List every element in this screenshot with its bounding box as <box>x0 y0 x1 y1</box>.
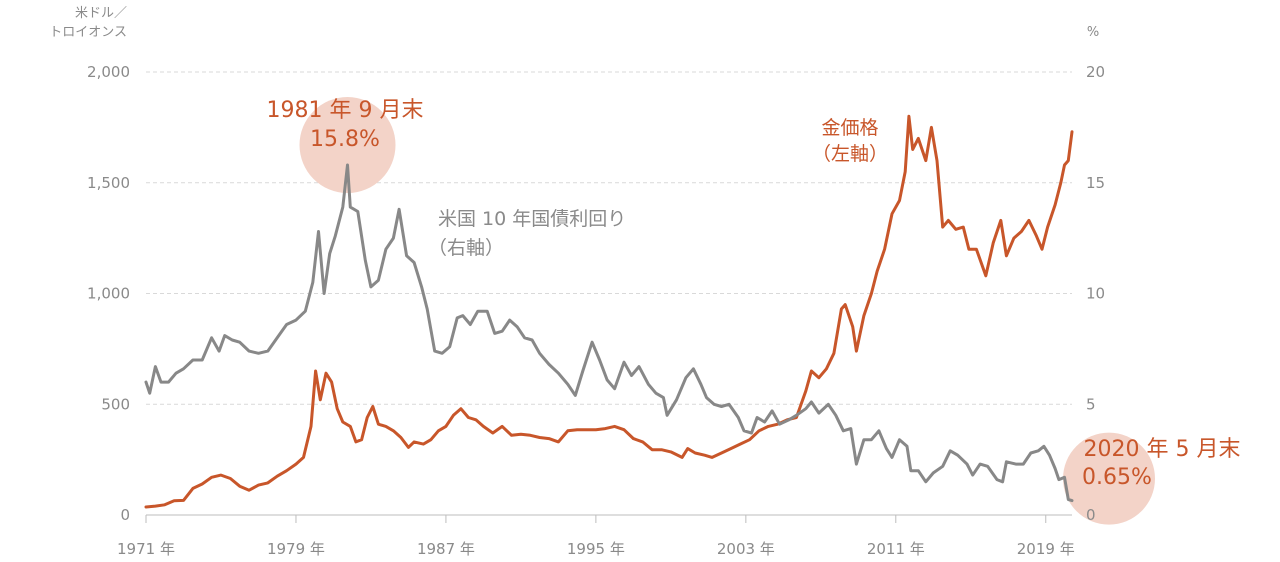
annotation-2020-line2: 0.65% <box>1082 465 1152 490</box>
y-right-tick-label: 15 <box>1086 174 1105 192</box>
x-tick-label: 1995 年 <box>567 540 625 558</box>
annotation-1981-line2: 15.8% <box>310 127 380 152</box>
y-left-tick-label: 500 <box>101 395 130 413</box>
annotation-bubbles <box>299 97 1155 525</box>
yield-series-label-line2: （右軸） <box>428 237 504 259</box>
y-right-tick-label: 0 <box>1086 506 1096 524</box>
y-left-tick-label: 1,000 <box>87 285 130 303</box>
annotation-bubble <box>1063 432 1155 525</box>
annotation-bubble <box>299 97 396 194</box>
left-unit-label-line1: 米ドル／ <box>75 6 127 21</box>
annotation-2020-line1: 2020 年 5 月末 <box>1084 437 1241 462</box>
x-tick-label: 2003 年 <box>717 540 775 558</box>
right-unit-label: % <box>1087 25 1099 40</box>
x-tick-label: 1971 年 <box>117 540 175 558</box>
gold-series-label-line1: 金価格 <box>821 117 878 139</box>
y-right-tick-label: 20 <box>1086 63 1105 81</box>
y-left-tick-label: 2,000 <box>87 63 130 81</box>
x-tick-label: 1987 年 <box>417 540 475 558</box>
axes: 0 500 1,000 1,500 2,000 0 5 10 15 20 1971 年 1979 年 1… <box>87 63 1105 558</box>
left-unit-label-line2: トロイオンス <box>49 25 127 40</box>
y-right-tick-label: 10 <box>1086 285 1105 303</box>
yield-series-label-line1: 米国 10 年国債利回り <box>438 208 626 230</box>
gold-price-line <box>144 114 1074 509</box>
x-tick-label: 2011 年 <box>867 540 925 558</box>
gold-series-label-line2: （左軸） <box>812 143 888 165</box>
gridlines <box>146 71 1072 405</box>
y-right-tick-label: 5 <box>1086 395 1096 413</box>
annotation-1981-line1: 1981 年 9 月末 <box>267 98 424 123</box>
treasury-yield-line <box>144 163 1074 503</box>
x-tick-label: 2019 年 <box>1017 540 1075 558</box>
series-lines <box>144 114 1074 509</box>
x-tick-label: 1979 年 <box>267 540 325 558</box>
y-left-tick-label: 0 <box>120 506 130 524</box>
y-left-tick-label: 1,500 <box>87 174 130 192</box>
